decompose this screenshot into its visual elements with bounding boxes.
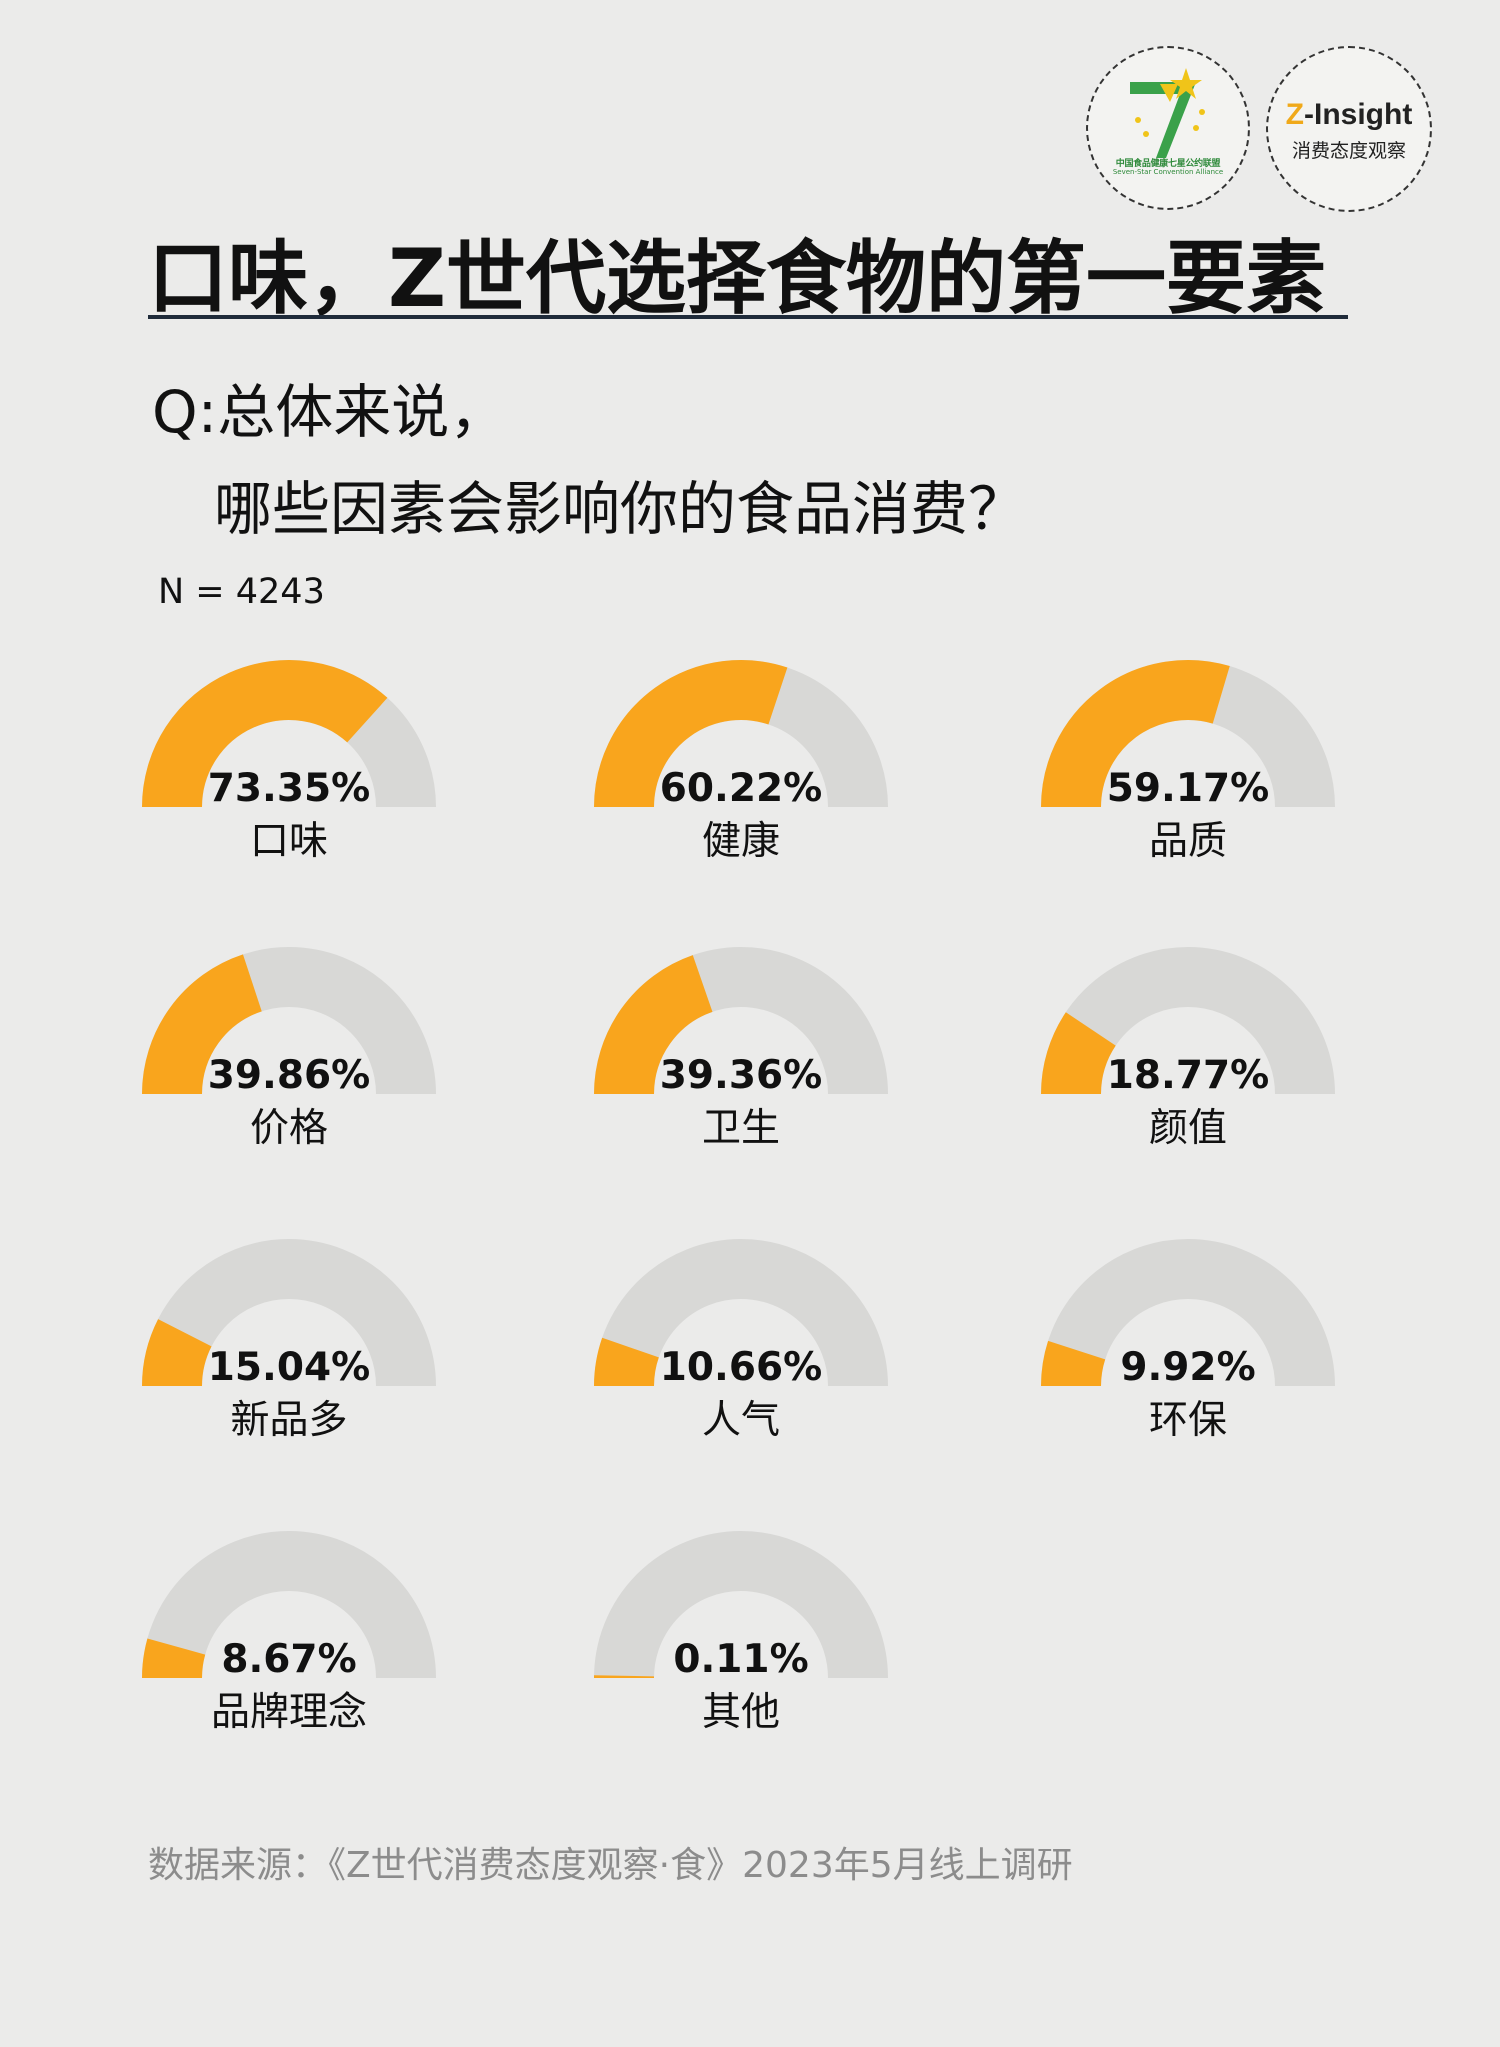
- sample-size: N = 4243: [158, 572, 325, 612]
- gauge-value-label: 60.22%: [660, 766, 822, 811]
- gauge-value-label: 10.66%: [660, 1345, 822, 1390]
- zinsight-title-z: Z: [1285, 98, 1304, 131]
- gauge-6: 18.77% 颜值: [1041, 947, 1335, 1151]
- gauge-3: 59.17% 品质: [1041, 660, 1335, 864]
- gauge-track: [1041, 1239, 1335, 1387]
- zinsight-subtitle: 消费态度观察: [1291, 140, 1406, 162]
- gauge-8: 10.66% 人气: [594, 1239, 888, 1443]
- gauge-fill: [1041, 660, 1230, 808]
- gauge-1: 73.35% 口味: [142, 660, 436, 864]
- gauge-fill: [594, 1337, 660, 1387]
- gauge-track: [594, 1531, 888, 1679]
- gauge-category-label: 其他: [702, 1690, 780, 1735]
- gauge-category-label: 健康: [702, 819, 780, 864]
- gauge-value-label: 15.04%: [208, 1345, 370, 1390]
- gauge-4: 39.86% 价格: [142, 947, 436, 1151]
- gauge-category-label: 品牌理念: [211, 1690, 367, 1735]
- gauge-fill: [142, 660, 388, 808]
- gauge-2: 60.22% 健康: [594, 660, 888, 864]
- gauge-fill: [1041, 1012, 1117, 1096]
- gauge-category-label: 环保: [1149, 1398, 1227, 1443]
- gauge-value-label: 59.17%: [1107, 766, 1269, 811]
- seven-star-logo-icon: [1130, 68, 1205, 158]
- gauge-track: [142, 1531, 436, 1679]
- gauge-fill: [1041, 1340, 1106, 1387]
- zinsight-title-rest: -Insight: [1304, 98, 1413, 131]
- gauge-category-label: 口味: [250, 819, 328, 864]
- gauge-category-label: 人气: [702, 1398, 780, 1443]
- gauge-10: 8.67% 品牌理念: [141, 1531, 436, 1735]
- title-divider: [148, 315, 1348, 319]
- gauge-value-label: 39.86%: [208, 1053, 370, 1098]
- gauge-fill: [594, 955, 714, 1095]
- gauge-category-label: 颜值: [1149, 1106, 1227, 1151]
- gauge-value-label: 18.77%: [1107, 1053, 1269, 1098]
- gauge-5: 39.36% 卫生: [594, 947, 888, 1151]
- gauge-category-label: 新品多: [230, 1398, 347, 1443]
- gauge-11: 0.11% 其他: [594, 1531, 888, 1735]
- question-line-1: Q:总体来说，: [152, 378, 508, 446]
- gauge-9: 9.92% 环保: [1041, 1239, 1335, 1443]
- gauge-fill: [594, 660, 788, 808]
- gauge-fill: [142, 1319, 212, 1387]
- gauge-category-label: 品质: [1149, 819, 1227, 864]
- gauge-category-label: 价格: [250, 1106, 328, 1151]
- gauge-track: [594, 1239, 888, 1387]
- gauge-value-label: 0.11%: [673, 1637, 808, 1682]
- page-title: 口味，Z世代选择食物的第一要素: [148, 232, 1327, 325]
- gauge-value-label: 8.67%: [221, 1637, 356, 1682]
- gauge-category-label: 卫生: [702, 1106, 780, 1151]
- gauge-value-label: 73.35%: [208, 766, 370, 811]
- zinsight-title: Z-Insight: [1268, 98, 1430, 132]
- zinsight-logo: Z-Insight 消费态度观察: [1266, 46, 1432, 212]
- question-line-2: 哪些因素会影响你的食品消费？: [214, 475, 1027, 543]
- alliance-name-cn: 中国食品健康七星公约联盟: [1115, 159, 1221, 169]
- gauge-7: 15.04% 新品多: [142, 1239, 436, 1443]
- gauge-fill: [141, 1638, 206, 1679]
- gauge-value-label: 9.92%: [1120, 1345, 1255, 1390]
- gauge-fill: [142, 954, 263, 1095]
- alliance-logo: 中国食品健康七星公约联盟 Seven-Star Convention Allia…: [1086, 46, 1250, 210]
- alliance-name-en: Seven-Star Convention Alliance: [1112, 168, 1224, 176]
- data-source-note: 数据来源：《Z世代消费态度观察·食》2023年5月线上调研: [148, 1845, 1073, 1886]
- gauge-value-label: 39.36%: [660, 1053, 822, 1098]
